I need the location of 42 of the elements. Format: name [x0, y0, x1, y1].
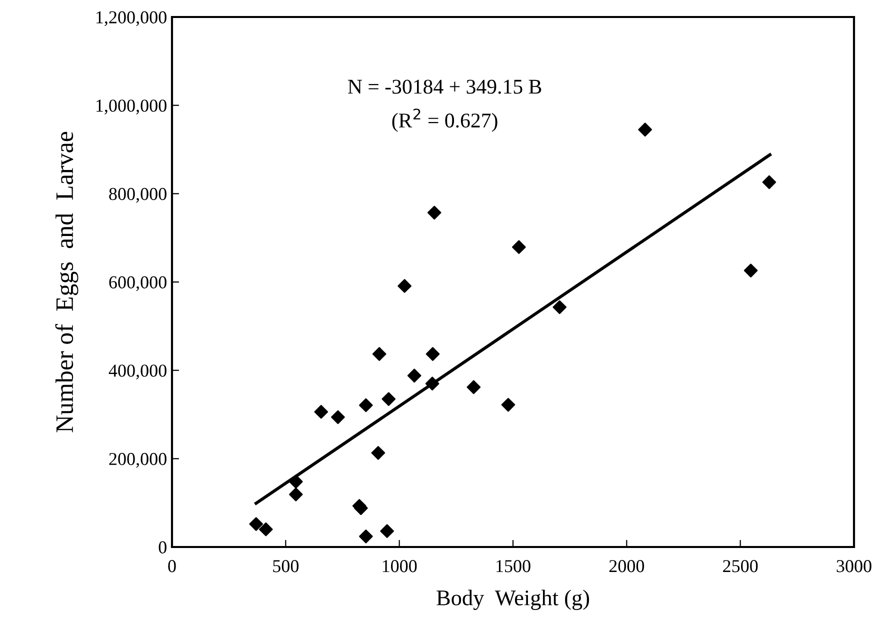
y-axis-title: Number of Eggs and Larvae	[55, 132, 78, 432]
y-tick-label: 1,000,000	[96, 100, 166, 114]
point	[314, 404, 328, 419]
point	[407, 368, 422, 383]
point	[512, 240, 526, 254]
point	[258, 522, 273, 536]
x-tick-label: 3000	[836, 560, 872, 572]
point	[426, 347, 440, 361]
y-tick-label: 1,200,000	[96, 11, 166, 26]
x-axis-title: Body Weight (g)	[436, 590, 590, 610]
point	[638, 122, 652, 137]
x-tick-label: 1000	[382, 560, 417, 572]
point	[466, 380, 481, 394]
point	[762, 175, 776, 190]
point	[501, 398, 516, 412]
annotation: N = -30184 + 349.15 B	[348, 80, 542, 94]
annotation: (R$^{2}$ = 0.627)	[392, 108, 498, 132]
y-tick-label: 200,000	[109, 452, 166, 468]
point	[744, 264, 758, 278]
point	[249, 517, 264, 531]
point	[380, 524, 394, 538]
x-tick-label: 1500	[496, 560, 530, 572]
point	[372, 347, 386, 361]
y-tick-label: 800,000	[109, 188, 166, 203]
point	[382, 392, 396, 406]
point	[359, 529, 373, 544]
point	[398, 279, 412, 293]
y-tick-label: 400,000	[108, 364, 166, 380]
point	[425, 376, 440, 390]
point	[371, 446, 386, 460]
x-tick-label: 2000	[609, 560, 644, 572]
point	[552, 300, 567, 314]
point	[427, 206, 442, 220]
x-tick-label: 2500	[723, 560, 758, 572]
point	[359, 398, 373, 412]
x-tick-label: 0	[168, 560, 176, 572]
point	[288, 474, 303, 489]
y-tick-label: 0	[158, 541, 166, 554]
point	[288, 488, 303, 502]
x-tick-label: 500	[273, 560, 299, 572]
point	[331, 410, 345, 424]
y-tick-label: 600,000	[109, 276, 166, 292]
